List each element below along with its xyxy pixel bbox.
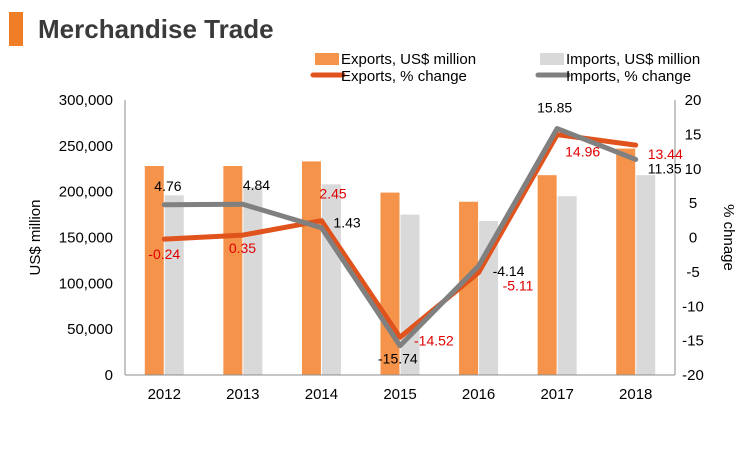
x-tick-label: 2016 <box>462 386 495 403</box>
y-tick-label: 50,000 <box>67 321 113 338</box>
y2-tick-label: -20 <box>682 367 704 384</box>
bar-exports-2016 <box>459 201 479 375</box>
data-label-imports-pct: 15.85 <box>537 100 572 116</box>
legend-label: Imports, US$ million <box>566 51 700 68</box>
y2-tick-label: 5 <box>689 195 697 212</box>
y2-tick-label: -5 <box>686 264 699 281</box>
y-tick-label: 200,000 <box>59 184 113 201</box>
data-label-imports-pct: 4.84 <box>243 177 270 193</box>
y-tick-label: 100,000 <box>59 275 113 292</box>
data-label-imports-pct: -15.74 <box>378 351 418 367</box>
data-label-exports-pct: 14.96 <box>565 144 600 160</box>
line-imports-pct <box>161 126 639 349</box>
bar-exports-2017 <box>537 175 557 375</box>
data-label-imports-pct: 1.43 <box>333 215 360 231</box>
data-label-exports-pct: 2.45 <box>319 186 346 202</box>
line-exports-pct <box>161 132 639 340</box>
bar-imports-2014 <box>321 184 341 375</box>
bar-exports-2012 <box>144 166 164 375</box>
y-tick-label: 300,000 <box>59 92 113 109</box>
bar-imports-2013 <box>243 187 263 375</box>
data-label-exports-pct: 0.35 <box>229 240 256 256</box>
bar-exports-2018 <box>616 148 636 375</box>
x-tick-label: 2018 <box>619 386 652 403</box>
data-label-exports-pct: -14.52 <box>414 332 454 348</box>
bar-exports-2014 <box>301 161 321 375</box>
data-label-exports-pct: 13.44 <box>648 146 683 162</box>
y-axis-title: US$ million <box>27 200 44 276</box>
bar-exports-2015 <box>380 192 400 375</box>
y2-tick-label: -15 <box>682 333 704 350</box>
x-tick-label: 2014 <box>305 386 338 403</box>
legend-label: Exports, US$ million <box>341 51 476 68</box>
y2-tick-label: 15 <box>685 126 702 143</box>
bar-imports-2018 <box>636 175 656 375</box>
x-tick-label: 2012 <box>148 386 181 403</box>
chart-title: Merchandise Trade <box>38 14 274 44</box>
bar-imports-2012 <box>164 195 184 375</box>
y2-tick-label: 0 <box>689 230 697 247</box>
legend-swatch <box>540 53 564 65</box>
data-label-imports-pct: 4.76 <box>154 178 181 194</box>
y2-axis-title: % chnage <box>720 204 737 271</box>
x-tick-label: 2017 <box>540 386 573 403</box>
x-tick-label: 2015 <box>383 386 416 403</box>
legend-label: Exports, % change <box>341 68 467 85</box>
data-label-imports-pct: -4.14 <box>493 263 525 279</box>
data-label-imports-pct: 11.35 <box>648 160 682 176</box>
x-tick-label: 2013 <box>226 386 259 403</box>
data-label-exports-pct: -5.11 <box>503 278 534 294</box>
bar-imports-2017 <box>557 196 577 375</box>
y2-tick-label: 10 <box>685 161 702 178</box>
data-label-exports-pct: -0.24 <box>148 246 180 262</box>
y2-tick-label: -10 <box>682 298 704 315</box>
title-accent-bar <box>9 12 23 46</box>
y-tick-label: 250,000 <box>59 138 113 155</box>
y-tick-label: 0 <box>105 367 113 384</box>
y2-tick-label: 20 <box>685 92 702 109</box>
legend-swatch <box>315 53 339 65</box>
y-tick-label: 150,000 <box>59 230 113 247</box>
bar-exports-2013 <box>223 166 243 375</box>
legend-label: Imports, % change <box>566 68 691 85</box>
